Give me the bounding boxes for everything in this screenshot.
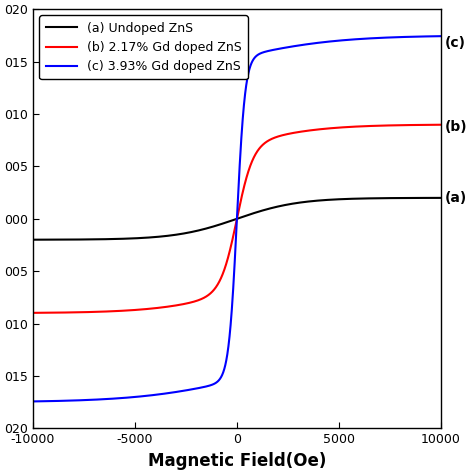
- (b) 2.17% Gd doped ZnS: [187, 300, 192, 306]
- (a) Undoped ZnS: [386, 195, 392, 201]
- Text: (a): (a): [445, 191, 467, 205]
- (c) 3.93% Gd doped ZnS: [430, 34, 436, 39]
- (c) 3.93% Gd doped ZnS: [77, 398, 82, 403]
- (b) 2.17% Gd doped ZnS: [438, 122, 444, 128]
- X-axis label: Magnetic Field(Oe): Magnetic Field(Oe): [148, 452, 326, 470]
- (c) 3.93% Gd doped ZnS: [101, 396, 107, 402]
- (a) Undoped ZnS: [187, 229, 192, 235]
- (c) 3.93% Gd doped ZnS: [187, 387, 192, 392]
- (a) Undoped ZnS: [77, 237, 82, 242]
- (c) 3.93% Gd doped ZnS: [204, 383, 210, 389]
- (a) Undoped ZnS: [30, 237, 36, 243]
- (a) Undoped ZnS: [204, 226, 210, 231]
- Line: (b) 2.17% Gd doped ZnS: (b) 2.17% Gd doped ZnS: [33, 125, 441, 313]
- (c) 3.93% Gd doped ZnS: [438, 33, 444, 39]
- (b) 2.17% Gd doped ZnS: [30, 310, 36, 316]
- Text: (c): (c): [445, 36, 466, 50]
- Legend: (a) Undoped ZnS, (b) 2.17% Gd doped ZnS, (c) 3.93% Gd doped ZnS: (a) Undoped ZnS, (b) 2.17% Gd doped ZnS,…: [39, 16, 248, 80]
- (b) 2.17% Gd doped ZnS: [77, 310, 82, 315]
- Text: (b): (b): [445, 119, 468, 134]
- (a) Undoped ZnS: [438, 195, 444, 201]
- Line: (a) Undoped ZnS: (a) Undoped ZnS: [33, 198, 441, 240]
- (a) Undoped ZnS: [101, 237, 107, 242]
- (a) Undoped ZnS: [430, 195, 436, 201]
- (b) 2.17% Gd doped ZnS: [204, 293, 210, 299]
- (c) 3.93% Gd doped ZnS: [30, 399, 36, 404]
- (c) 3.93% Gd doped ZnS: [386, 35, 392, 40]
- (b) 2.17% Gd doped ZnS: [386, 123, 392, 128]
- (b) 2.17% Gd doped ZnS: [101, 309, 107, 314]
- (b) 2.17% Gd doped ZnS: [430, 122, 436, 128]
- Line: (c) 3.93% Gd doped ZnS: (c) 3.93% Gd doped ZnS: [33, 36, 441, 401]
